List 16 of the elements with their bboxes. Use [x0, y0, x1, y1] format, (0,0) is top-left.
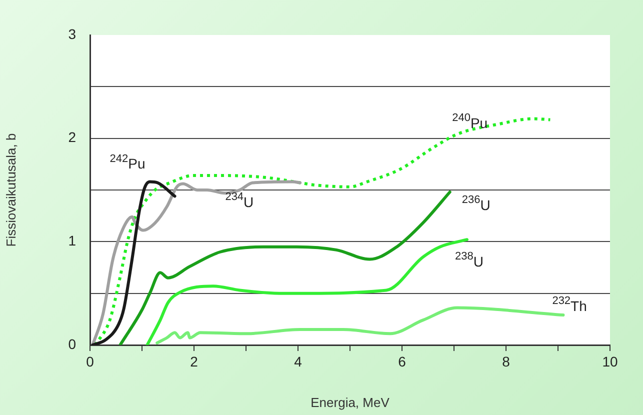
x-tick-label: 4 — [294, 353, 302, 370]
x-tick-label: 8 — [502, 353, 510, 370]
x-tick-label: 10 — [602, 353, 618, 370]
y-tick-label: 2 — [68, 129, 76, 146]
x-tick-label: 6 — [398, 353, 406, 370]
line-series — [91, 180, 176, 345]
x-tick-label: 0 — [86, 353, 94, 370]
y-tick-label: 1 — [68, 232, 76, 249]
line-series — [91, 180, 302, 345]
x-axis-title: Energia, MeV — [310, 394, 390, 410]
y-tick-label: 0 — [68, 336, 76, 352]
x-tick-label: 2 — [190, 353, 198, 370]
line-series — [118, 190, 452, 345]
line-series — [156, 306, 565, 344]
y-tick-label: 3 — [68, 26, 76, 42]
y-axis-title: Fissiovaikutusala, b — [3, 133, 18, 247]
